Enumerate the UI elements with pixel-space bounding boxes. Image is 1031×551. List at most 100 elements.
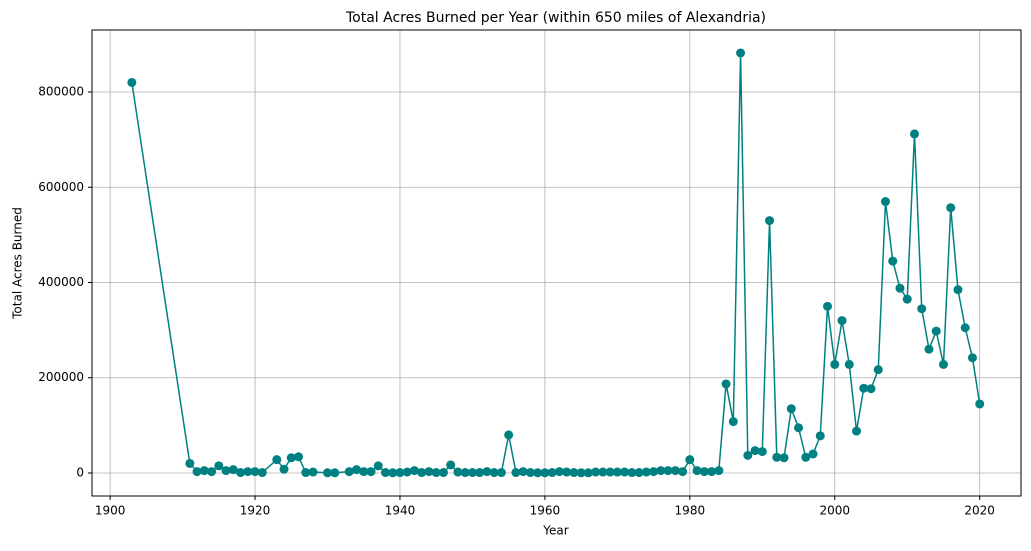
data-point <box>373 461 383 471</box>
data-point <box>866 384 876 394</box>
data-point <box>938 359 948 369</box>
x-tick-label: 1980 <box>675 504 706 518</box>
data-point <box>670 466 680 476</box>
data-point <box>554 467 564 477</box>
data-point <box>518 467 528 477</box>
data-point <box>605 467 615 477</box>
data-point <box>837 316 847 326</box>
data-line <box>131 52 981 474</box>
data-point <box>243 467 253 477</box>
data-point <box>801 452 811 462</box>
data-point <box>540 468 550 478</box>
data-point <box>221 466 231 476</box>
data-point <box>844 359 854 369</box>
data-point <box>888 256 898 266</box>
data-point <box>612 467 622 477</box>
data-point <box>736 48 746 58</box>
x-axis-label: Year <box>542 524 568 538</box>
data-point <box>323 468 333 478</box>
data-point <box>583 468 593 478</box>
data-point <box>388 468 398 478</box>
data-point <box>707 467 717 477</box>
x-tick-label: 2020 <box>964 504 995 518</box>
data-point <box>431 468 441 478</box>
data-point <box>489 468 499 478</box>
data-point <box>591 467 601 477</box>
data-point <box>395 468 405 478</box>
data-point <box>815 431 825 441</box>
data-point <box>562 467 572 477</box>
y-tick-label: 600000 <box>38 180 84 194</box>
data-point <box>547 468 557 478</box>
data-point <box>257 468 267 478</box>
data-point <box>127 77 137 87</box>
data-point <box>830 359 840 369</box>
data-point <box>946 203 956 213</box>
plot-frame <box>91 29 1022 497</box>
data-point <box>902 294 912 304</box>
data-point <box>721 379 731 389</box>
data-point <box>359 467 369 477</box>
data-point <box>214 461 224 471</box>
data-point <box>199 466 209 476</box>
data-point <box>967 353 977 363</box>
data-point <box>909 129 919 139</box>
data-point <box>757 447 767 457</box>
data-point <box>308 467 318 477</box>
data-point <box>598 467 608 477</box>
data-point <box>743 450 753 460</box>
data-point <box>685 455 695 465</box>
data-point <box>192 467 202 477</box>
y-axis-label: Total Acres Burned <box>11 207 25 320</box>
data-point <box>438 468 448 478</box>
data-point <box>286 453 296 463</box>
data-point <box>185 458 195 468</box>
data-point <box>699 467 709 477</box>
data-point <box>207 467 217 477</box>
data-point <box>402 467 412 477</box>
data-point <box>344 467 354 477</box>
data-point <box>750 446 760 456</box>
data-point <box>482 467 492 477</box>
data-point <box>409 466 419 476</box>
y-tick-label: 0 <box>76 465 84 479</box>
data-point <box>975 399 985 409</box>
y-tick-label: 400000 <box>38 275 84 289</box>
data-point <box>786 404 796 414</box>
data-point <box>859 383 869 393</box>
data-point <box>576 468 586 478</box>
data-point <box>880 197 890 207</box>
data-point <box>678 467 688 477</box>
data-point <box>634 468 644 478</box>
data-point <box>895 283 905 293</box>
data-point <box>931 326 941 336</box>
data-point <box>330 468 340 478</box>
data-point <box>656 466 666 476</box>
data-point <box>301 468 311 478</box>
y-tick-label: 200000 <box>38 370 84 384</box>
x-tick-label: 1940 <box>385 504 416 518</box>
data-point <box>279 464 289 474</box>
data-point <box>641 467 651 477</box>
data-point <box>924 344 934 354</box>
data-point <box>728 417 738 427</box>
y-tick-label: 800000 <box>38 85 84 99</box>
data-point <box>351 465 361 475</box>
data-point <box>294 452 304 462</box>
x-tick-label: 2000 <box>819 504 850 518</box>
data-point <box>714 466 724 476</box>
data-point <box>250 467 260 477</box>
data-point <box>960 323 970 333</box>
data-point <box>446 460 456 470</box>
data-point <box>873 365 883 375</box>
data-point <box>663 466 673 476</box>
x-tick-label: 1920 <box>240 504 271 518</box>
data-point <box>460 468 470 478</box>
data-point <box>808 449 818 459</box>
data-point <box>525 468 535 478</box>
data-point <box>620 467 630 477</box>
data-point <box>496 468 506 478</box>
data-point <box>852 426 862 436</box>
data-point <box>272 455 282 465</box>
